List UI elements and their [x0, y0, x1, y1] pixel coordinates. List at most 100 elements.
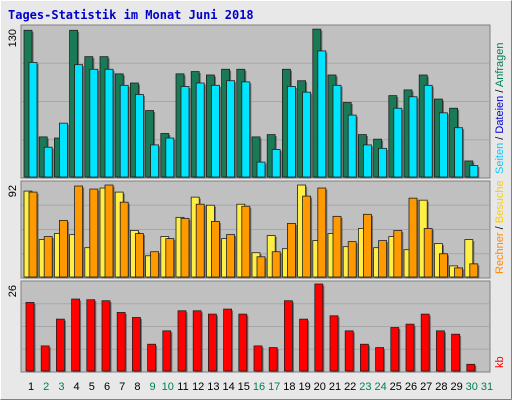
x-tick-label: 20 [314, 381, 326, 393]
panel-3-ymax-label: 26 [7, 285, 19, 297]
x-tick-label: 22 [344, 381, 356, 393]
bar-besuche-day-30 [464, 239, 474, 278]
bar-kb-day-5 [86, 299, 96, 372]
bar-kb-day-15 [238, 313, 248, 372]
bar-rechner-day-13 [210, 221, 220, 278]
x-tick-label: 16 [253, 381, 265, 393]
bar-kb-day-14 [223, 308, 233, 372]
bar-rechner-day-11 [180, 217, 190, 278]
x-tick-label: 2 [43, 381, 49, 393]
bar-rechner-day-29 [454, 267, 464, 278]
bar-rechner-day-25 [393, 230, 403, 278]
x-tick-label: 1 [28, 381, 34, 393]
legend-entry-dateien: Dateien [494, 96, 506, 134]
bar-seiten-day-18 [286, 86, 296, 178]
bar-rechner-day-8 [134, 233, 144, 278]
legend-separator: / [494, 87, 506, 96]
x-tick-label: 11 [177, 381, 188, 393]
x-tick-label: 31 [481, 381, 493, 393]
bar-kb-day-20 [314, 283, 324, 372]
bar-kb-day-26 [405, 323, 415, 372]
panel-2-ymax-label: 92 [7, 185, 19, 197]
x-tick-label: 8 [134, 381, 140, 393]
bar-kb-day-3 [56, 318, 65, 372]
bar-seiten-day-12 [195, 82, 205, 178]
bar-kb-day-18 [283, 300, 293, 372]
x-tick-label: 23 [359, 381, 371, 393]
legend-entry-rechner: Rechner [494, 232, 506, 274]
bar-kb-day-25 [390, 327, 400, 372]
bar-rechner-day-1 [28, 191, 38, 278]
bar-kb-day-12 [192, 310, 202, 372]
bar-kb-day-21 [329, 315, 339, 372]
bar-rechner-day-3 [59, 219, 68, 278]
x-tick-label: 21 [329, 381, 341, 393]
bar-seiten-day-3 [59, 122, 68, 178]
x-tick-label: 24 [374, 381, 386, 393]
bar-kb-day-9 [147, 343, 157, 372]
legend-entry-seiten: Seiten [494, 143, 506, 174]
x-tick-label: 7 [119, 381, 125, 393]
bar-rechner-day-2 [43, 236, 53, 278]
x-tick-label: 29 [450, 381, 462, 393]
x-tick-label: 4 [74, 381, 80, 393]
bar-rechner-day-6 [104, 184, 114, 278]
bar-kb-day-28 [435, 330, 445, 372]
legend-entry-besuche: Besuche [494, 180, 506, 223]
legend-separator: / [494, 223, 506, 232]
bar-kb-day-8 [131, 317, 141, 372]
bar-kb-day-11 [177, 310, 187, 372]
legend-entry-anfragen: Anfragen [494, 42, 506, 87]
bar-rechner-day-19 [302, 195, 312, 278]
bar-rechner-day-27 [423, 228, 433, 278]
x-tick-label: 9 [150, 381, 156, 393]
bar-kb-day-2 [40, 345, 50, 372]
bar-rechner-day-24 [378, 240, 388, 278]
x-tick-label: 15 [238, 381, 250, 393]
bar-seiten-day-5 [89, 68, 99, 178]
bar-rechner-day-20 [317, 187, 327, 278]
bar-seiten-day-13 [210, 84, 220, 178]
panel-1-ymax-label: 130 [7, 29, 19, 47]
bar-rechner-day-28 [438, 253, 448, 278]
x-tick-label: 12 [192, 381, 204, 393]
bar-seiten-day-25 [393, 107, 403, 178]
bar-seiten-day-6 [104, 68, 114, 178]
bar-kb-day-24 [375, 347, 385, 372]
bar-rechner-day-22 [347, 241, 357, 278]
x-tick-label: 17 [268, 381, 280, 393]
bar-anfragen-day-9 [145, 110, 155, 178]
x-tick-label: 27 [420, 381, 432, 393]
bar-seiten-day-29 [454, 127, 464, 178]
bar-kb-day-1 [25, 302, 35, 372]
bar-seiten-day-24 [378, 147, 388, 178]
bar-rechner-day-7 [119, 201, 129, 278]
bar-kb-day-16 [253, 345, 263, 372]
bar-kb-day-23 [359, 343, 369, 372]
bar-rechner-day-9 [150, 251, 160, 278]
chart-title: Tages-Statistik im Monat Juni 2018 [8, 8, 254, 22]
bar-rechner-day-26 [408, 197, 418, 278]
bar-rechner-day-14 [226, 234, 236, 278]
x-tick-label: 5 [89, 381, 95, 393]
bar-seiten-day-30 [469, 165, 479, 178]
x-tick-label: 6 [104, 381, 110, 393]
bar-kb-day-19 [299, 318, 309, 372]
bar-seiten-day-11 [180, 86, 190, 178]
bar-kb-day-10 [162, 330, 172, 372]
bar-kb-day-27 [420, 313, 430, 372]
bar-rechner-day-18 [286, 223, 296, 278]
x-tick-label: 14 [222, 381, 234, 393]
bar-rechner-day-4 [74, 185, 83, 278]
bar-seiten-day-21 [332, 84, 342, 178]
bar-seiten-day-20 [317, 50, 327, 178]
bar-rechner-day-23 [362, 213, 372, 278]
bar-kb-day-22 [344, 330, 354, 372]
x-tick-label: 18 [283, 381, 295, 393]
bar-seiten-day-10 [165, 137, 175, 178]
x-tick-label: 3 [58, 381, 64, 393]
bar-seiten-day-19 [302, 91, 312, 178]
panel-2-legend: Rechner / Besuche [494, 180, 506, 274]
x-tick-label: 26 [405, 381, 417, 393]
